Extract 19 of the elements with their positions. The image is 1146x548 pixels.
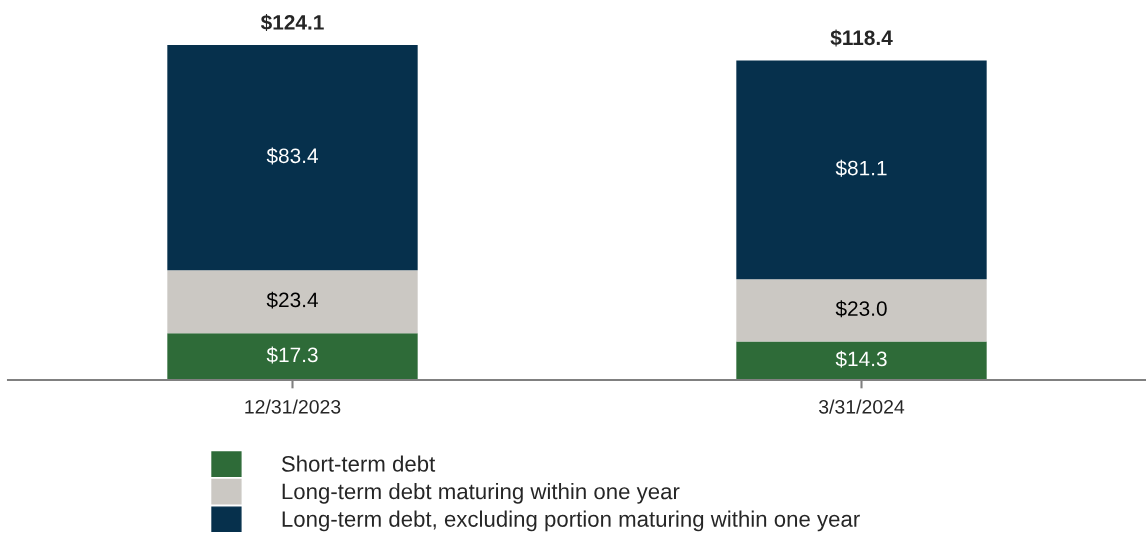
data-label: $23.4	[266, 291, 318, 309]
data-label: $17.3	[266, 346, 318, 364]
data-label: $14.3	[835, 350, 887, 368]
bar	[167, 333, 418, 380]
x-tick-label: 3/31/2024	[818, 399, 905, 414]
bar	[736, 341, 987, 380]
legend-label: Short-term debt	[281, 455, 436, 472]
legend-label: Long-term debt maturing within one year	[282, 483, 680, 504]
data-label: $83.4	[266, 147, 318, 165]
bar	[736, 279, 987, 342]
data-label: $81.1	[835, 159, 887, 177]
bar	[167, 45, 418, 271]
total-label: $118.4	[830, 29, 893, 47]
total-label: $124.1	[260, 14, 324, 32]
legend-label: Long-term debt, excluding portion maturing within one year	[282, 510, 860, 532]
data-label: $23.0	[835, 300, 887, 318]
bar	[167, 270, 418, 334]
x-tick-label: 12/31/2023	[245, 399, 341, 414]
bar	[736, 60, 987, 280]
